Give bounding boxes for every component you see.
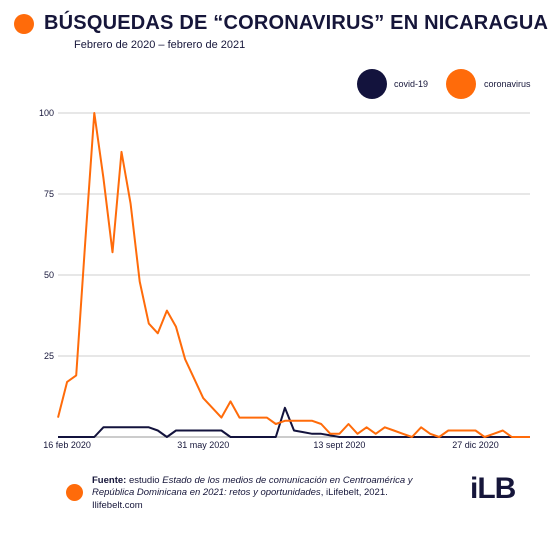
y-tick-label-75: 75	[44, 189, 54, 199]
y-tick-label-100: 100	[39, 108, 54, 118]
source-note: Fuente: estudio Estado de los medios de …	[92, 475, 432, 499]
x-tick-label-1: 31 may 2020	[177, 440, 229, 450]
website-link[interactable]: Ilifebelt.com	[92, 500, 143, 511]
y-tick-label-50: 50	[44, 270, 54, 280]
series-line-covid-19	[58, 406, 530, 438]
legend-marker-coronavirus	[446, 69, 476, 99]
series-line-coronavirus	[57, 112, 530, 438]
logo-text: iLB	[470, 472, 516, 505]
legend-label-coronavirus: coronavirus	[484, 79, 531, 89]
y-tick-label-25: 25	[44, 351, 54, 361]
source-study-title: Estado de los medios de comunicación en …	[92, 475, 413, 498]
x-tick-label-0: 16 feb 2020	[43, 440, 91, 450]
x-tick-label-3: 27 dic 2020	[452, 440, 499, 450]
source-pre: estudio	[126, 475, 163, 486]
title-bullet-icon	[14, 14, 34, 34]
legend-label-covid-19: covid-19	[394, 79, 428, 89]
chart-subtitle: Febrero de 2020 – febrero de 2021	[74, 39, 246, 51]
line-chart: 25 50 75 100 16 feb 2020 31 may 2020 13 sept 2…	[39, 69, 531, 450]
x-tick-label-2: 13 sept 2020	[313, 440, 365, 450]
chart-title: BÚSQUEDAS DE “CORONAVIRUS” EN NICARAGUA	[44, 12, 549, 34]
source-post: , iLifebelt, 2021.	[320, 487, 388, 498]
source-label: Fuente:	[92, 475, 127, 486]
legend-marker-covid-19	[357, 69, 387, 99]
ilifebelt-logo: iLB	[470, 472, 516, 506]
footer-bullet-icon	[66, 484, 83, 501]
